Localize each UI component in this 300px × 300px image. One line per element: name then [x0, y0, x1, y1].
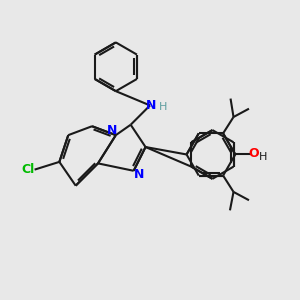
- Text: H: H: [259, 152, 267, 162]
- Text: N: N: [134, 168, 144, 181]
- Text: N: N: [107, 124, 117, 137]
- Text: Cl: Cl: [22, 163, 35, 176]
- Bar: [182, 124, 243, 185]
- Text: H: H: [159, 103, 168, 112]
- Text: N: N: [146, 99, 157, 112]
- Text: O: O: [248, 147, 259, 160]
